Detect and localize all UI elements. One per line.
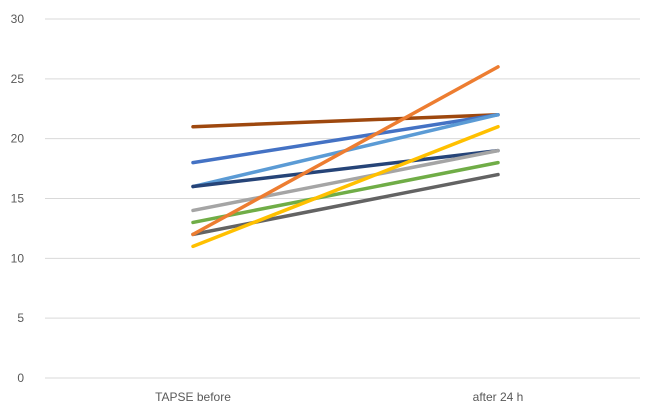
y-tick-label: 5 <box>17 311 24 325</box>
gridlines <box>45 18 640 379</box>
y-tick-label: 10 <box>11 251 25 265</box>
x-axis-category-labels: TAPSE before after 24 h <box>155 390 523 404</box>
series-line-1 <box>191 112 500 129</box>
y-tick-label: 15 <box>11 192 25 206</box>
series-line-4 <box>191 148 500 189</box>
series-line-9 <box>191 65 500 237</box>
series-line-2 <box>191 112 500 165</box>
y-tick-label: 30 <box>11 12 25 26</box>
series-lines <box>191 65 500 249</box>
y-tick-label: 25 <box>11 72 25 86</box>
y-tick-label: 0 <box>17 371 24 385</box>
y-tick-label: 20 <box>11 132 25 146</box>
x-category-label: after 24 h <box>473 390 524 404</box>
series-line-8 <box>191 124 500 249</box>
x-category-label: TAPSE before <box>155 390 231 404</box>
series-line-6 <box>191 160 500 225</box>
series-line-5 <box>191 148 500 213</box>
series-line-7 <box>191 172 500 237</box>
y-axis-tick-labels: 0 5 10 15 20 25 30 <box>11 12 25 385</box>
